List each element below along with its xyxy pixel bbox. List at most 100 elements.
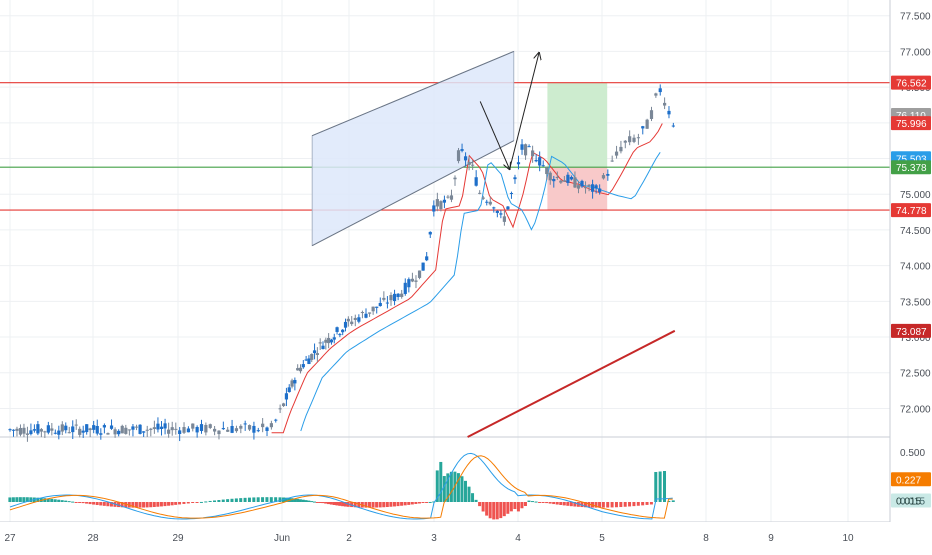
- macd-histogram-bar: [99, 502, 103, 506]
- macd-histogram-bar: [407, 502, 411, 505]
- candle-body: [641, 126, 645, 129]
- candle-body: [573, 177, 577, 188]
- candle-body: [204, 424, 208, 433]
- candle-body: [256, 430, 260, 432]
- candle-body: [109, 425, 114, 429]
- candle-body: [555, 176, 559, 178]
- candle-body: [506, 206, 510, 210]
- macd-histogram-bar: [64, 500, 68, 502]
- macd-histogram-bar: [226, 499, 230, 502]
- macd-badge-label: 0.227: [896, 475, 921, 486]
- candle-body: [191, 423, 195, 429]
- macd-histogram-bar: [329, 502, 333, 505]
- macd-histogram-bar: [167, 502, 171, 506]
- candle-body: [50, 428, 54, 431]
- candles: [8, 84, 675, 442]
- macd-histogram-bar: [204, 501, 208, 503]
- candle-body: [195, 426, 199, 433]
- macd-histogram-bar: [243, 497, 247, 502]
- candle-body: [290, 380, 294, 387]
- macd-histogram-bar: [239, 498, 243, 502]
- candle-body: [332, 337, 336, 340]
- macd-histogram-bar: [598, 502, 602, 508]
- candle-body: [552, 178, 556, 182]
- macd-histogram-bar: [632, 502, 636, 507]
- macd-histogram-bar: [60, 500, 64, 502]
- price-channel: [311, 50, 515, 247]
- macd-histogram-bar: [134, 502, 138, 508]
- candle-body: [287, 387, 291, 393]
- candle-body: [580, 180, 584, 187]
- macd-histogram-bar: [594, 502, 598, 508]
- candle-body: [11, 429, 16, 431]
- macd-histogram-bar: [350, 502, 354, 508]
- macd-histogram-bar: [327, 502, 331, 505]
- macd-histogram-bar: [25, 497, 29, 502]
- macd-histogram-bar: [555, 502, 559, 505]
- macd-histogram-bar: [562, 502, 566, 506]
- signal-line: [9, 455, 673, 519]
- candle-body: [178, 430, 182, 434]
- y-tick-label: 77.000: [900, 47, 931, 58]
- macd-histogram-bar: [11, 497, 15, 502]
- candle-body: [338, 334, 342, 336]
- macd-histogram-bar: [274, 497, 278, 502]
- macd-histogram-bar: [382, 502, 386, 508]
- macd-badge-label: 0.015: [896, 497, 921, 508]
- macd-histogram-bar: [460, 476, 464, 502]
- candle-body: [174, 428, 178, 430]
- macd-histogram-bar: [449, 471, 453, 502]
- candle-body: [182, 427, 186, 433]
- macd-histogram-bar: [400, 502, 404, 506]
- candle-body: [446, 196, 450, 198]
- candle-body: [601, 175, 606, 179]
- ma-long-line: [467, 329, 676, 438]
- candle-body: [327, 337, 331, 344]
- macd-histogram-bar: [385, 502, 389, 508]
- macd-histogram-bar: [559, 502, 563, 505]
- candle-body: [78, 428, 82, 435]
- macd-histogram-bar: [488, 502, 492, 519]
- candle-body: [495, 210, 499, 213]
- y-tick-label: 72.500: [900, 369, 931, 380]
- macd-histogram-bar: [230, 498, 234, 502]
- macd-histogram-bar: [304, 500, 308, 502]
- macd-histogram-bar: [371, 502, 375, 508]
- price-badge-label: 73.087: [896, 327, 927, 338]
- macd-line: [9, 452, 673, 520]
- macd-histogram-bar: [492, 502, 496, 520]
- macd-histogram-bar: [432, 501, 436, 503]
- macd-histogram-bar: [367, 502, 371, 508]
- candle-body: [548, 172, 552, 181]
- candle-body: [502, 216, 506, 222]
- macd-histogram-bar: [149, 502, 153, 508]
- macd-histogram-bar: [67, 501, 71, 503]
- candle-body: [25, 433, 30, 435]
- macd-histogram-bar: [269, 497, 273, 502]
- macd-histogram-bar: [545, 502, 549, 504]
- macd-badge: [891, 472, 931, 487]
- macd-histogram-bar: [85, 502, 89, 504]
- candle-body: [36, 424, 40, 434]
- channel-lower-line: [311, 140, 515, 247]
- x-tick-label: 4: [515, 533, 521, 544]
- macd-histogram-bar: [649, 502, 653, 505]
- candle-body: [315, 353, 319, 355]
- macd-histogram-bar: [446, 473, 450, 502]
- macd-histogram-bar: [456, 473, 460, 502]
- candle-body: [485, 201, 489, 203]
- candle-body: [208, 424, 212, 428]
- macd-histogram-bar: [50, 498, 54, 502]
- y-tick-label: 73.000: [900, 333, 931, 344]
- macd-histogram-bar: [403, 502, 407, 506]
- macd-histogram-bar: [463, 480, 467, 502]
- candle-body: [421, 262, 425, 271]
- candle-body: [576, 185, 581, 189]
- candle-body: [282, 403, 286, 406]
- x-tick-label: 2: [346, 533, 352, 544]
- macd-histogram-bar: [541, 502, 545, 503]
- y-tick-label: 74.000: [900, 262, 931, 273]
- channel-area: [311, 50, 515, 247]
- macd-histogram-bar: [343, 502, 347, 507]
